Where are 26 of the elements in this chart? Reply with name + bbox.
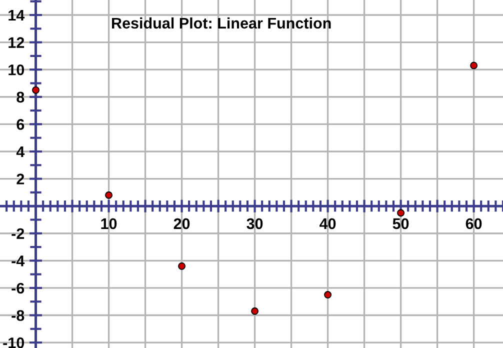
point: [105, 191, 113, 199]
y-tick-label: 12: [8, 37, 24, 48]
x-tick-label: 30: [246, 218, 263, 230]
point: [178, 262, 186, 270]
y-tick-label: 2: [16, 174, 24, 184]
x-tick-label: 10: [101, 218, 117, 230]
text: Residual Plot: Linear Function: [112, 17, 331, 29]
y-tick-label: 14: [8, 10, 25, 21]
point: [32, 86, 40, 94]
y-tick-label: 10: [8, 64, 24, 76]
point: [251, 307, 259, 315]
y-tick-label: 6: [16, 119, 24, 130]
y-tick-label: -10: [3, 337, 24, 348]
y-tick-label: -6: [12, 282, 24, 294]
point: [324, 291, 332, 299]
y-tick-label: -8: [12, 310, 24, 321]
y-tick-label: 4: [16, 146, 25, 158]
x-tick-label: 40: [320, 218, 336, 230]
x-tick-label: 20: [174, 218, 190, 230]
x-tick-label: 50: [392, 218, 409, 230]
point: [470, 62, 478, 70]
y-tick-label: -2: [12, 228, 24, 239]
x-tick-label: 60: [466, 218, 482, 230]
y-tick-label: -4: [12, 256, 25, 266]
y-tick-label: 8: [16, 92, 24, 103]
point: [397, 209, 405, 217]
